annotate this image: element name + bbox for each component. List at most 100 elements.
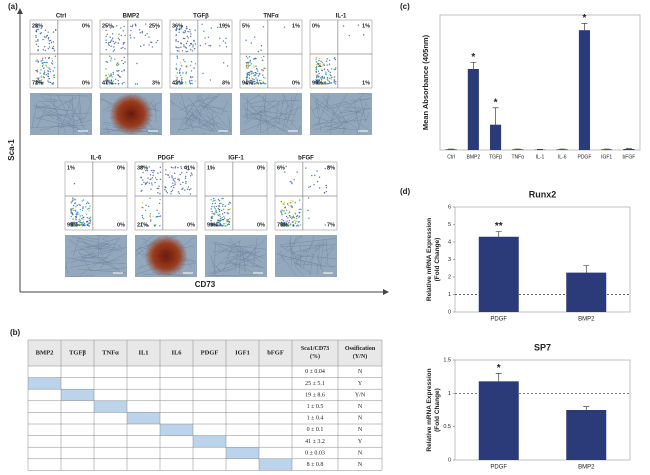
cell-dot (152, 171, 154, 174)
cell-dot (209, 45, 212, 47)
cell-dot (256, 72, 258, 75)
cell-dot (72, 204, 75, 207)
cell-dot (184, 60, 186, 63)
cell-dot (154, 177, 157, 179)
cell-dot (251, 71, 253, 73)
cell-dot (215, 224, 218, 227)
quadrant-percent: 8% (327, 165, 335, 171)
cell-dot (323, 83, 325, 85)
cell-dot (210, 222, 213, 225)
cell-dot (85, 213, 88, 216)
micrograph-texture (222, 246, 233, 272)
micrograph-texture (291, 96, 293, 112)
cell-dot (247, 57, 249, 59)
cell-dot (150, 182, 153, 184)
micrograph-texture (328, 98, 369, 109)
cell-dot (190, 48, 192, 51)
cell-dot (172, 184, 174, 187)
cell-dot (143, 181, 145, 183)
cell-dot (72, 207, 74, 209)
chart-title: SP7 (534, 342, 551, 352)
cell-dot (283, 210, 285, 212)
cell-dot (156, 178, 158, 181)
cell-dot (111, 82, 113, 85)
micrograph-texture (37, 96, 77, 120)
cell-dot (289, 181, 291, 183)
significance-mark: * (497, 363, 501, 374)
cell-dot (317, 83, 320, 85)
cell-dot (144, 182, 147, 184)
cell-dot (315, 61, 318, 63)
cell-dot (294, 219, 296, 222)
cell-dot (318, 79, 320, 81)
cell-dot (211, 215, 214, 218)
cell-dot (142, 165, 144, 168)
cell-dot (74, 221, 76, 224)
cell-dot (178, 31, 180, 33)
cell-dot (289, 216, 292, 218)
quadrant-percent: 1% (207, 165, 215, 171)
cell-dot (37, 28, 39, 31)
cell-dot (178, 69, 181, 71)
table-header: Sca1/CD73 (%) (301, 346, 329, 360)
cell-dot (171, 176, 173, 179)
table-cell: N (358, 450, 363, 456)
cell-dot (216, 221, 219, 223)
cell-dot (36, 28, 38, 31)
cell-dot (211, 217, 213, 220)
cell-dot (362, 34, 365, 36)
cell-dot (325, 60, 328, 62)
cell-dot (229, 217, 231, 220)
micrograph-texture (324, 115, 363, 133)
cell-dot (142, 217, 145, 220)
cell-dot (71, 212, 74, 214)
cell-dot (114, 78, 117, 80)
cell-dot (175, 63, 178, 65)
micrograph-texture (295, 241, 315, 262)
micrograph-texture (322, 247, 335, 260)
cell-dot (189, 175, 192, 177)
quadrant-percent: 0% (82, 80, 90, 86)
cell-dot (81, 200, 84, 202)
micrograph-texture (196, 100, 228, 113)
quadrant-percent: 1% (362, 23, 370, 29)
cell-dot (180, 74, 182, 77)
bar (601, 149, 613, 150)
table-header: bFGF (267, 349, 284, 356)
micrograph-texture (98, 235, 100, 258)
cell-dot (250, 63, 253, 65)
cell-dot (47, 38, 50, 40)
cell-dot (322, 63, 325, 65)
cell-dot (258, 73, 261, 76)
cell-dot (290, 205, 292, 207)
cell-dot (176, 57, 179, 59)
cell-dot (173, 172, 176, 175)
micrograph-texture (56, 115, 62, 120)
cell-dot (250, 76, 253, 78)
cell-dot (174, 182, 176, 184)
micrograph-texture (41, 94, 90, 97)
y-tick-label: 1.5 (443, 357, 451, 363)
micrograph-texture (214, 240, 241, 257)
cell-dot (155, 27, 158, 30)
cell-dot (172, 182, 174, 184)
cell-dot (348, 34, 351, 37)
micrograph-texture (307, 241, 324, 266)
cell-dot (116, 25, 118, 27)
cell-dot (194, 63, 197, 65)
cell-dot (257, 50, 260, 53)
cell-dot (70, 200, 72, 203)
micrograph-texture (228, 115, 231, 131)
micrograph-texture (85, 237, 99, 241)
cell-dot (105, 60, 107, 63)
micrograph-texture (227, 241, 258, 256)
cell-dot (178, 179, 180, 182)
cell-dot (49, 81, 52, 84)
cell-dot (37, 39, 39, 41)
cell-dot (112, 40, 115, 43)
micrograph-texture (188, 105, 224, 109)
micrograph-texture (282, 93, 293, 114)
cell-dot (262, 59, 264, 62)
x-tick-label: TNFα (511, 154, 524, 160)
quadrant-percent: 25% (102, 23, 113, 29)
